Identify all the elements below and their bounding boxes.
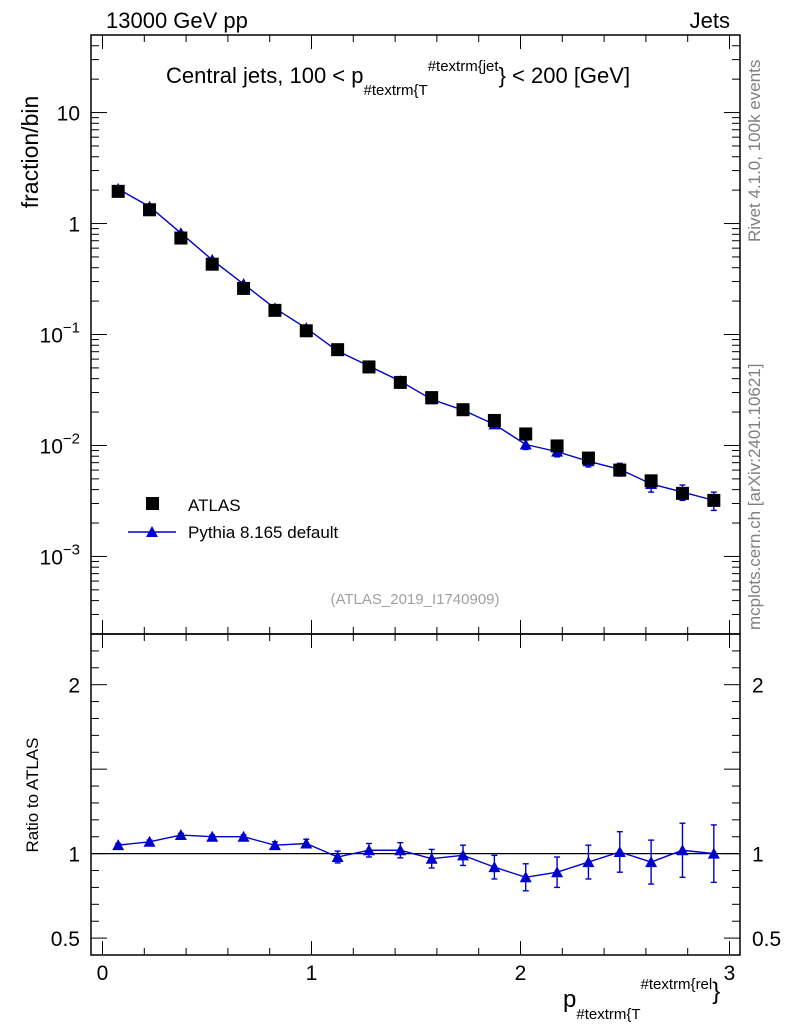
ratio-plot-frame — [90, 633, 741, 956]
atlas-point — [519, 427, 533, 441]
ratio-y-tick-label-right: 1 — [752, 844, 764, 867]
y-tick-label-exponent: −2 — [63, 430, 80, 447]
x-tick-label: 0 — [97, 962, 109, 985]
ratio-y-tick-label-right: 0.5 — [752, 928, 781, 951]
atlas-point — [644, 474, 658, 488]
ratio-point — [613, 845, 626, 857]
x-tick-label: 1 — [306, 962, 318, 985]
y-tick-label: 10−1 — [40, 320, 80, 348]
ratio-point — [519, 871, 532, 883]
ratio-point — [300, 837, 313, 849]
legend-mc-marker — [146, 526, 158, 537]
ratio-axis-ticks — [91, 634, 740, 955]
atlas-point — [550, 439, 564, 453]
ratio-point — [457, 849, 470, 861]
legend-data-marker — [146, 497, 159, 510]
x-tick-label: 3 — [724, 962, 736, 985]
ratio-point — [425, 852, 438, 864]
x-axis-label-close: } — [712, 978, 720, 1005]
x-tick-label: 2 — [515, 962, 527, 985]
energy-label: 13000 GeV pp — [106, 8, 248, 33]
mc-error-bars — [146, 204, 717, 512]
atlas-point — [331, 343, 345, 357]
mc-series-line — [117, 188, 715, 502]
ratio-y-tick-label-right: 2 — [752, 675, 764, 698]
atlas-point — [268, 303, 282, 317]
plot-title-tail: } < 200 [GeV] — [499, 63, 630, 88]
mc-markers — [112, 182, 720, 506]
y-tick-label-base: 10 — [40, 546, 63, 569]
atlas-point — [299, 324, 313, 338]
atlas-point — [456, 403, 470, 417]
ratio-point — [488, 861, 501, 873]
plot-title-sub: #textrm{T — [364, 82, 428, 99]
x-axis-label-sup: #textrm{rel — [641, 976, 713, 993]
y-tick-label-base: 10 — [40, 325, 63, 348]
ratio-point — [112, 839, 125, 851]
x-axis-label: p#textrm{T#textrm{rel} — [563, 976, 720, 1023]
ratio-error-bars — [115, 822, 717, 892]
ratio-point — [206, 830, 219, 842]
y-tick-label-base: 10 — [40, 435, 63, 458]
plot-title-sup: #textrm{jet — [428, 58, 500, 75]
y-tick-label-exponent: −1 — [63, 320, 80, 337]
y-tick-label-base: 1 — [68, 214, 80, 237]
atlas-point — [205, 257, 219, 271]
ratio-point — [582, 856, 595, 868]
ratio-y-axis-label: Ratio to ATLAS — [23, 738, 42, 853]
ratio-point — [551, 866, 564, 878]
y-tick-label: 10 — [57, 103, 80, 126]
ratio-point — [676, 844, 689, 856]
x-axis-label-sub: #textrm{T — [576, 1006, 640, 1023]
ratio-point — [362, 844, 375, 856]
ratio-point — [707, 847, 720, 859]
ratio-series-line — [118, 834, 714, 879]
ratio-markers — [112, 829, 720, 883]
data-markers — [111, 184, 721, 507]
ratio-y-tick-label-left: 2 — [68, 675, 80, 698]
main-axis-ticks — [91, 34, 740, 635]
plot-title-main: Central jets, 100 < p — [166, 63, 364, 88]
y-tick-label-exponent: −3 — [63, 541, 80, 558]
atlas-point — [362, 360, 376, 374]
ratio-y-tick-label-left: 1 — [68, 844, 80, 867]
atlas-point — [581, 451, 595, 465]
ratio-point — [174, 829, 187, 841]
atlas-point — [237, 281, 251, 295]
rivet-version-label: Rivet 4.1.0, 100k events — [745, 60, 764, 242]
atlas-point — [425, 391, 439, 405]
ratio-point — [268, 839, 281, 851]
mc-point — [519, 438, 532, 450]
ratio-point — [143, 835, 156, 847]
atlas-point — [613, 463, 627, 477]
atlas-point — [174, 231, 188, 245]
ratio-point — [645, 856, 658, 868]
legend: ATLAS Pythia 8.165 default — [128, 496, 339, 542]
ratio-point — [394, 844, 407, 856]
analysis-id-label: (ATLAS_2019_I1740909) — [330, 591, 499, 608]
x-axis-label-main: p — [563, 986, 576, 1013]
ratio-y-tick-label-left: 0.5 — [51, 928, 80, 951]
atlas-point — [393, 375, 407, 389]
atlas-point — [707, 493, 721, 507]
ratio-point — [331, 851, 344, 863]
y-tick-label: 10−3 — [40, 541, 80, 569]
atlas-point — [675, 486, 689, 500]
legend-mc-label: Pythia 8.165 default — [188, 523, 339, 542]
main-plot-frame — [90, 34, 741, 635]
y-tick-label-base: 10 — [57, 103, 80, 126]
atlas-point — [111, 184, 125, 198]
atlas-point — [487, 413, 501, 427]
process-label: Jets — [690, 8, 730, 33]
main-y-axis-label: fraction/bin — [17, 96, 43, 209]
plot-title: Central jets, 100 < p#textrm{T#textrm{je… — [166, 58, 630, 99]
ratio-point — [237, 830, 250, 842]
mcplots-label: mcplots.cern.ch [arXiv:2401.10621] — [745, 364, 764, 630]
legend-data-label: ATLAS — [188, 496, 241, 515]
y-tick-label: 1 — [68, 214, 80, 237]
y-tick-label: 10−2 — [40, 430, 80, 458]
atlas-point — [143, 203, 157, 217]
